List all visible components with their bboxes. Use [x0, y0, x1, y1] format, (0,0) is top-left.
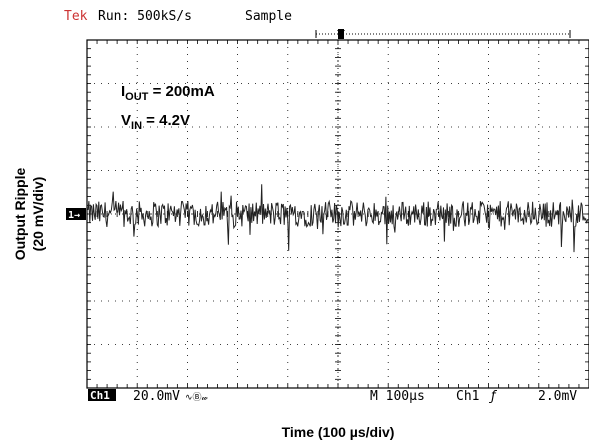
vin-symbol: V [121, 112, 131, 129]
acquisition-mode: Sample [245, 9, 292, 24]
ch1-ground-label: 1→ [68, 210, 80, 221]
run-status: Run: 500kS/s [98, 9, 192, 24]
trigger-slope-icon: ƒ [488, 389, 498, 404]
iout-annotation: IOUT = 200mA [121, 83, 215, 103]
vin-subscript: IN [131, 120, 142, 132]
record-position-bar [315, 29, 571, 39]
coupling-icon: ∿Ⓑ𝓌 [185, 392, 209, 403]
vin-value: = 4.2V [142, 112, 190, 129]
channel-badge: Ch1 [90, 389, 110, 402]
vin-annotation: VIN = 4.2V [121, 112, 190, 132]
iout-value: = 200mA [148, 83, 214, 100]
ripple-trace [87, 184, 589, 253]
volts-per-div: 20.0mV [133, 389, 180, 404]
plot-frame [86, 39, 589, 389]
y-axis-label-line2: (20 mV/div) [30, 177, 46, 252]
trigger-source: Ch1 [456, 389, 479, 404]
ch1-ground-marker: 1→ [66, 208, 86, 221]
trigger-position-marker [337, 30, 345, 35]
brand-label: Tek [64, 9, 88, 24]
trigger-level: 2.0mV [538, 389, 577, 404]
iout-symbol: I [121, 83, 125, 100]
status-bar: Ch1 20.0mV ∿Ⓑ𝓌 M 100µs Ch1 ƒ 2.0mV [88, 389, 577, 404]
iout-subscript: OUT [125, 91, 149, 103]
timebase-readout: M 100µs [370, 389, 425, 404]
x-axis-label: Time (100 µs/div) [282, 424, 395, 440]
y-axis-label-line1: Output Ripple [12, 168, 28, 261]
